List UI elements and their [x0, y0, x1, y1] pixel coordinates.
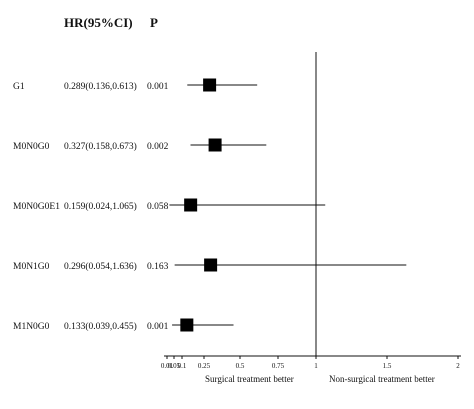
x-tick-label: 0.01	[161, 362, 174, 370]
row-p-value: 0.001	[147, 82, 169, 92]
row-p-value: 0.163	[147, 262, 169, 272]
x-tick-label: 1	[314, 362, 318, 370]
row-p-value: 0.001	[147, 322, 169, 332]
row-label: M0N0G0	[13, 142, 50, 152]
x-tick-label: 0.25	[198, 362, 211, 370]
hr-marker	[208, 138, 222, 152]
hr-marker	[203, 78, 217, 92]
hr-marker	[204, 258, 218, 272]
x-tick-label: 2	[456, 362, 460, 370]
x-tick-label: 0.05	[168, 362, 181, 370]
note-non-surgical-better: Non-surgical treatment better	[329, 374, 435, 384]
row-hr-ci: 0.327(0.158,0.673)	[64, 141, 137, 152]
x-tick-label: 1.5	[383, 362, 392, 370]
row-label: G1	[13, 82, 25, 92]
row-label: M1N0G0	[13, 322, 50, 332]
row-hr-ci: 0.159(0.024,1.065)	[64, 201, 137, 212]
row-p-value: 0.002	[147, 142, 169, 152]
hr-marker	[184, 198, 198, 212]
row-hr-ci: 0.296(0.054,1.636)	[64, 261, 137, 272]
x-tick-label: 0.1	[178, 362, 187, 370]
hr-marker	[180, 318, 194, 332]
row-label: M0N1G0	[13, 262, 50, 272]
x-tick-label: 0.5	[236, 362, 245, 370]
note-surgical-better: Surgical treatment better	[205, 374, 294, 384]
row-p-value: 0.058	[147, 202, 169, 212]
row-label: M0N0G0E1	[13, 202, 60, 212]
x-tick-label: 0.75	[272, 362, 285, 370]
header-hr: HR(95%CI)	[64, 15, 133, 30]
row-hr-ci: 0.133(0.039,0.455)	[64, 321, 137, 332]
row-hr-ci: 0.289(0.136,0.613)	[64, 81, 137, 92]
header-p: P	[150, 15, 158, 30]
